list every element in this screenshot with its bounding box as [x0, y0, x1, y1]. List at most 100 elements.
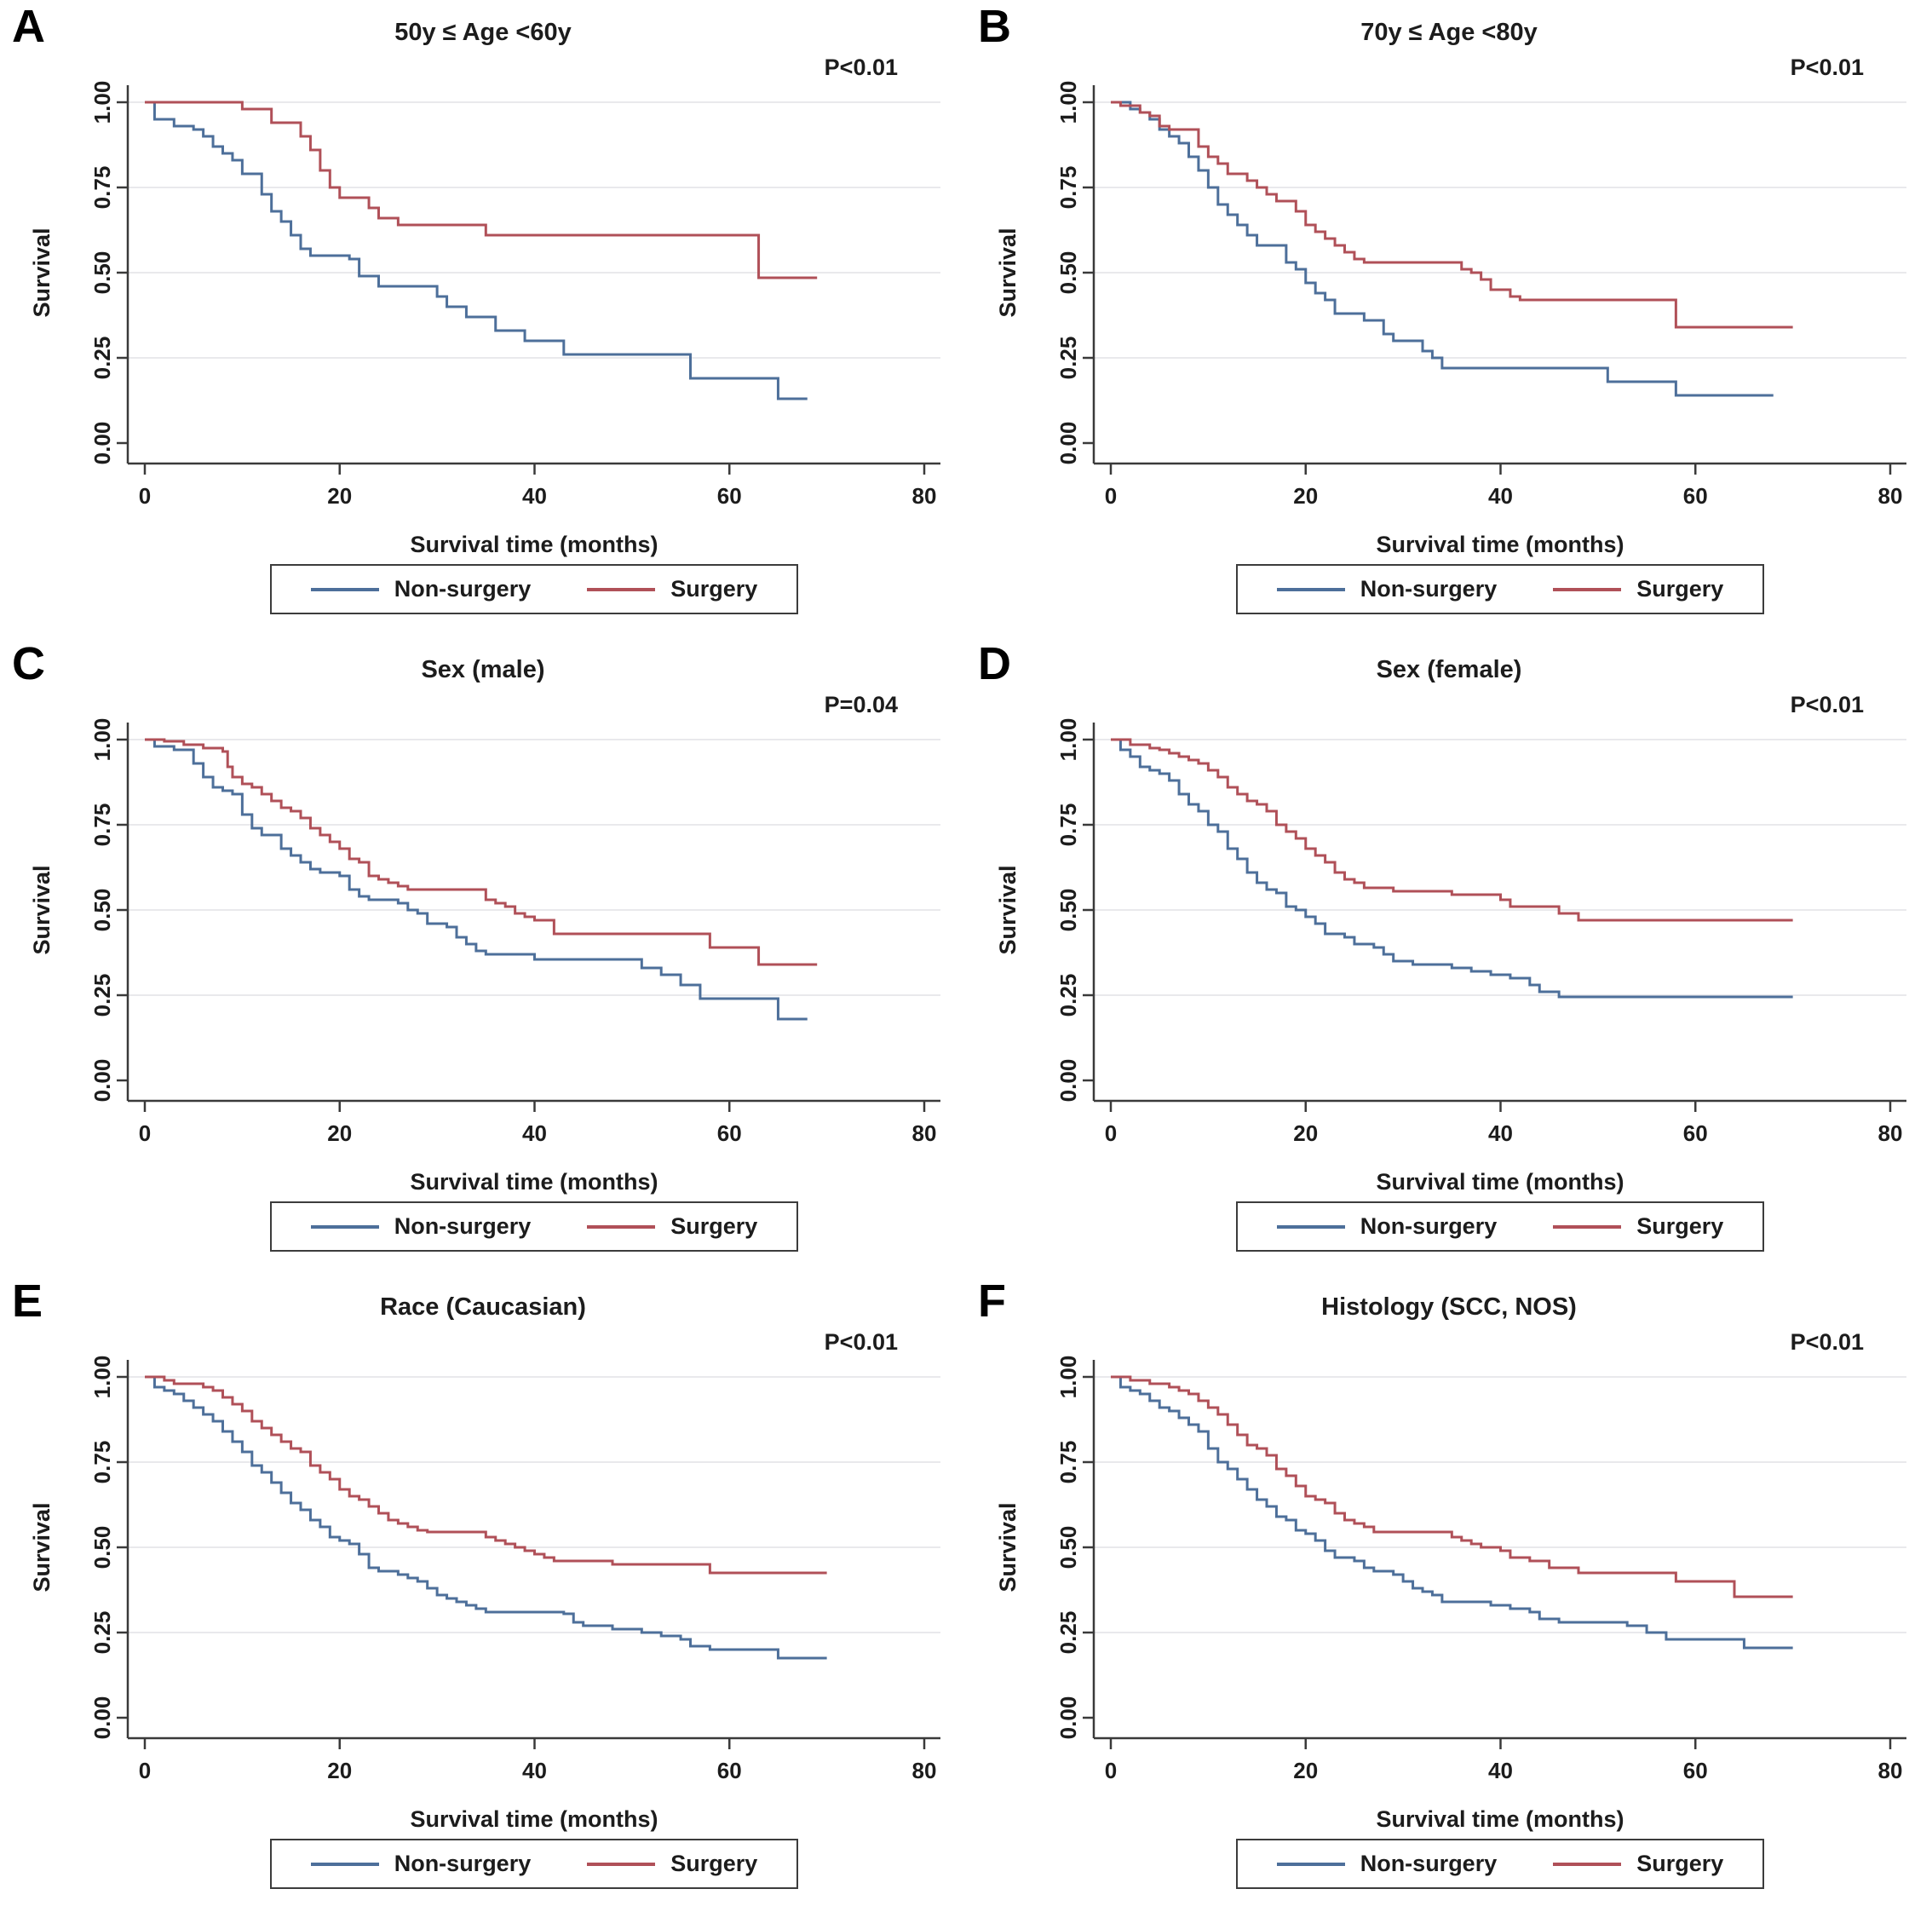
y-tick-label: 1.00 [1055, 81, 1081, 124]
x-tick-label: 20 [327, 1758, 352, 1783]
x-tick-label: 40 [522, 483, 547, 509]
panel-C: C Sex (male) P=0.04 0.00 0.25 0.50 0.75 1.00… [0, 637, 966, 1275]
legend: Non-surgery Surgery [128, 1201, 940, 1252]
y-tick-label: 0.25 [89, 337, 115, 380]
panel-letter: E [12, 1276, 43, 1327]
legend-label-surgery: Surgery [670, 1851, 758, 1876]
y-tick-label: 1.00 [89, 1356, 115, 1399]
non-surgery-line-swatch [310, 1224, 379, 1229]
x-axis-title: Survival time (months) [410, 1806, 658, 1832]
legend: Non-surgery Surgery [128, 1839, 940, 1889]
p-value-label: P<0.01 [1790, 692, 1864, 717]
y-axis-title: Survival [29, 865, 55, 954]
x-tick-label: 40 [1488, 1758, 1513, 1783]
legend-label-non-surgery: Non-surgery [394, 1851, 532, 1876]
x-tick-label: 20 [1293, 1120, 1318, 1146]
x-tick-label: 80 [1878, 483, 1903, 509]
x-tick-label: 60 [1683, 1120, 1708, 1146]
non-surgery-line-swatch [1276, 1224, 1345, 1229]
y-tick-label: 0.75 [1055, 1441, 1081, 1484]
panel-E: E Race (Caucasian) P<0.01 0.00 0.25 0.50 0.… [0, 1275, 966, 1912]
x-tick-label: 60 [1683, 1758, 1708, 1783]
legend-label-surgery: Surgery [670, 1213, 758, 1239]
panel-title: Sex (male) [421, 656, 545, 683]
panel-letter: A [12, 1, 45, 52]
x-tick-label: 0 [1105, 1120, 1117, 1146]
x-tick-label: 0 [139, 1758, 151, 1783]
survival-curve-surgery [145, 738, 818, 966]
p-value-label: P<0.01 [1790, 55, 1864, 80]
x-axis-title: Survival time (months) [1376, 1169, 1624, 1195]
legend: Non-surgery Surgery [1094, 1839, 1906, 1889]
survival-curve-non-surgery [145, 738, 808, 1021]
survival-curve-non-surgery [1111, 1375, 1793, 1650]
x-tick-label: 80 [912, 1120, 937, 1146]
y-tick-label: 0.50 [89, 889, 115, 932]
legend-item-surgery: Surgery [587, 1213, 757, 1240]
y-tick-label: 0.75 [1055, 803, 1081, 847]
x-axis-title: Survival time (months) [1376, 1806, 1624, 1832]
panel-title: Race (Caucasian) [380, 1293, 586, 1321]
legend-item-non-surgery: Non-surgery [310, 1213, 531, 1240]
x-tick-label: 40 [1488, 483, 1513, 509]
y-tick-label: 1.00 [89, 718, 115, 762]
y-tick-label: 1.00 [89, 81, 115, 124]
legend-label-surgery: Surgery [1636, 1851, 1724, 1876]
legend-item-non-surgery: Non-surgery [310, 576, 532, 602]
x-axis-title: Survival time (months) [410, 1169, 658, 1195]
legend-item-surgery: Surgery [1553, 576, 1723, 602]
legend: Non-surgery Surgery [1094, 564, 1906, 614]
legend-label-non-surgery: Non-surgery [394, 576, 532, 602]
x-tick-label: 20 [327, 483, 352, 509]
legend-box: Non-surgery Surgery [269, 1201, 799, 1252]
p-value-label: P<0.01 [824, 55, 898, 80]
y-axis-title: Survival [995, 1502, 1021, 1592]
y-axis-title: Survival [29, 227, 55, 317]
panel-letter: C [12, 638, 45, 689]
panel-title: Histology (SCC, NOS) [1321, 1293, 1577, 1321]
x-tick-label: 60 [717, 1120, 742, 1146]
y-tick-label: 0.00 [89, 1059, 115, 1103]
y-tick-label: 0.50 [1055, 889, 1081, 932]
x-tick-label: 0 [1105, 1758, 1117, 1783]
legend-item-surgery: Surgery [587, 1851, 757, 1877]
y-tick-label: 0.50 [1055, 251, 1081, 295]
y-tick-label: 0.75 [89, 1441, 115, 1484]
legend: Non-surgery Surgery [128, 564, 940, 614]
surgery-line-swatch [1553, 587, 1622, 591]
legend-box: Non-surgery Surgery [269, 1839, 799, 1889]
surgery-line-swatch [587, 1862, 656, 1866]
survival-curve-non-surgery [1111, 101, 1774, 397]
y-tick-label: 0.50 [89, 1526, 115, 1569]
y-tick-label: 0.50 [1055, 1526, 1081, 1569]
surgery-line-swatch [587, 587, 656, 591]
survival-curve-surgery [1111, 1375, 1793, 1598]
x-tick-label: 40 [522, 1120, 547, 1146]
x-axis-title: Survival time (months) [410, 532, 658, 557]
legend-box: Non-surgery Surgery [1235, 564, 1765, 614]
x-tick-label: 0 [1105, 483, 1117, 509]
y-tick-label: 0.00 [1055, 1059, 1081, 1103]
survival-plot: 0.00 0.25 0.50 0.75 1.00 0 20 40 60 80 Survival [29, 718, 940, 1146]
survival-curve-non-surgery [145, 1375, 827, 1660]
y-tick-label: 0.25 [1055, 337, 1081, 380]
survival-curve-surgery [1111, 101, 1793, 329]
panel-D: D Sex (female) P<0.01 0.00 0.25 0.50 0.75 1.… [966, 637, 1932, 1275]
legend-item-surgery: Surgery [1553, 1851, 1723, 1877]
y-tick-label: 0.25 [1055, 1611, 1081, 1655]
panel-title: 50y ≤ Age <60y [394, 19, 572, 46]
x-tick-label: 20 [1293, 483, 1318, 509]
non-surgery-line-swatch [1276, 587, 1345, 591]
legend-label-non-surgery: Non-surgery [1360, 576, 1498, 602]
y-tick-label: 0.00 [1055, 422, 1081, 465]
panel-B: B 70y ≤ Age <80y P<0.01 0.00 0.25 0.50 0.75… [966, 0, 1932, 637]
x-tick-label: 40 [1488, 1120, 1513, 1146]
legend-label-non-surgery: Non-surgery [1360, 1213, 1498, 1239]
x-tick-label: 80 [1878, 1120, 1903, 1146]
p-value-label: P=0.04 [824, 692, 898, 717]
x-tick-label: 40 [522, 1758, 547, 1783]
legend-item-surgery: Surgery [587, 576, 757, 602]
survival-plot: 0.00 0.25 0.50 0.75 1.00 0 20 40 60 80 Survival [995, 81, 1906, 509]
non-surgery-line-swatch [310, 1862, 379, 1866]
